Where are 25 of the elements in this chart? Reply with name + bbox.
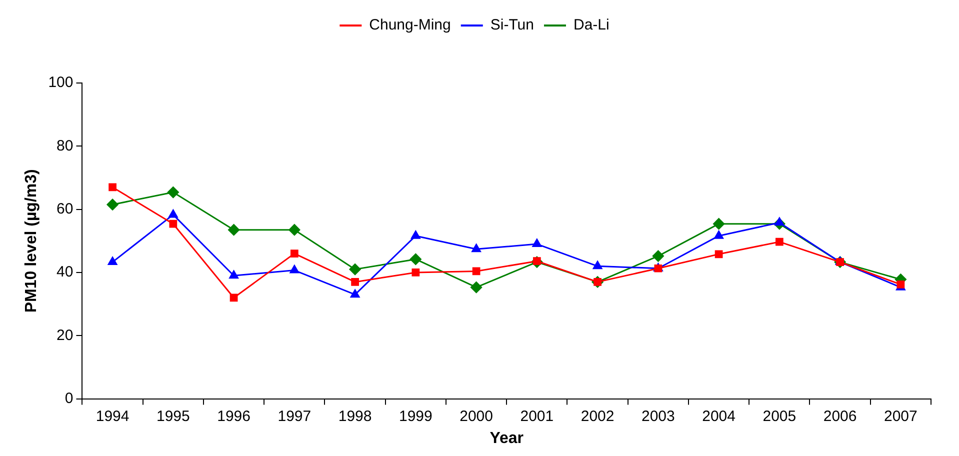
x-tick-label: 1995 bbox=[156, 408, 190, 425]
legend-label: Si-Tun bbox=[490, 16, 534, 34]
x-tick-label: 2002 bbox=[580, 408, 614, 425]
x-tick-label: 2007 bbox=[884, 408, 918, 425]
x-tick-label: 1997 bbox=[278, 408, 312, 425]
legend-label: Da-Li bbox=[573, 16, 610, 34]
x-tick-label: 2004 bbox=[702, 408, 736, 425]
x-tick-label: 2000 bbox=[460, 408, 493, 425]
x-tick-label: 2001 bbox=[520, 408, 554, 425]
y-tick-label: 80 bbox=[56, 137, 74, 154]
x-tick-label: 2006 bbox=[823, 408, 857, 425]
y-tick-label: 40 bbox=[56, 264, 74, 281]
x-tick-label: 1998 bbox=[338, 408, 372, 425]
x-tick-label: 1996 bbox=[217, 408, 250, 425]
x-tick-label: 1994 bbox=[96, 408, 130, 425]
x-tick-label: 1999 bbox=[398, 408, 432, 425]
x-tick-label: 2003 bbox=[641, 408, 675, 425]
x-axis-title: Year bbox=[490, 430, 524, 447]
legend-label: Chung-Ming bbox=[369, 16, 451, 34]
y-tick-label: 20 bbox=[56, 326, 74, 344]
y-tick-label: 0 bbox=[64, 390, 74, 407]
y-axis-title: PM10 level (µg/m3) bbox=[23, 169, 40, 313]
y-tick-label: 100 bbox=[48, 74, 74, 92]
y-tick-label: 60 bbox=[56, 200, 74, 218]
x-tick-label: 2005 bbox=[762, 408, 796, 425]
